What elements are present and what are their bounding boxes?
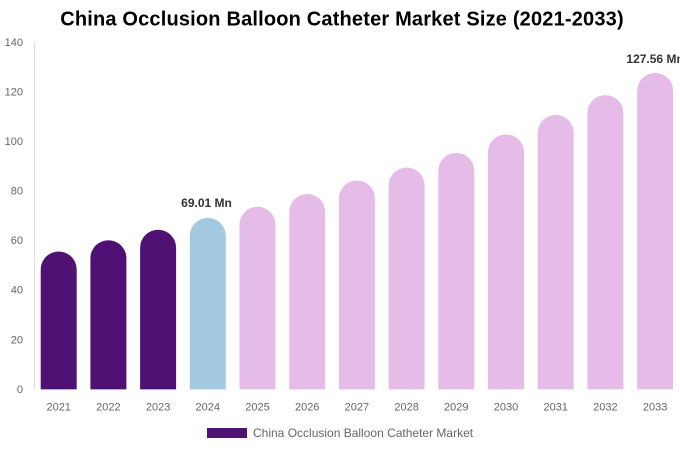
svg-text:69.01 Mn: 69.01 Mn bbox=[181, 196, 232, 210]
svg-text:2030: 2030 bbox=[494, 401, 518, 413]
svg-text:20: 20 bbox=[11, 334, 23, 346]
svg-text:2033: 2033 bbox=[643, 401, 667, 413]
svg-text:60: 60 bbox=[11, 235, 23, 247]
svg-text:40: 40 bbox=[11, 285, 23, 297]
svg-text:127.56 Mn: 127.56 Mn bbox=[626, 52, 680, 66]
svg-text:2028: 2028 bbox=[394, 401, 418, 413]
svg-text:China Occlusion Balloon Cathet: China Occlusion Balloon Catheter Market … bbox=[60, 9, 624, 31]
svg-text:2025: 2025 bbox=[245, 401, 269, 413]
svg-text:0: 0 bbox=[17, 384, 23, 396]
svg-text:2024: 2024 bbox=[196, 401, 220, 413]
svg-text:140: 140 bbox=[5, 37, 23, 49]
svg-text:2021: 2021 bbox=[46, 401, 70, 413]
svg-text:2031: 2031 bbox=[543, 401, 567, 413]
svg-text:2022: 2022 bbox=[96, 401, 120, 413]
svg-text:120: 120 bbox=[5, 86, 23, 98]
svg-text:2032: 2032 bbox=[593, 401, 617, 413]
svg-text:2029: 2029 bbox=[444, 401, 468, 413]
svg-text:2023: 2023 bbox=[146, 401, 170, 413]
svg-text:2027: 2027 bbox=[345, 401, 369, 413]
svg-text:2026: 2026 bbox=[295, 401, 319, 413]
svg-text:China Occlusion Balloon Cathet: China Occlusion Balloon Catheter Market bbox=[253, 426, 474, 440]
svg-text:100: 100 bbox=[5, 136, 23, 148]
svg-text:80: 80 bbox=[11, 186, 23, 198]
